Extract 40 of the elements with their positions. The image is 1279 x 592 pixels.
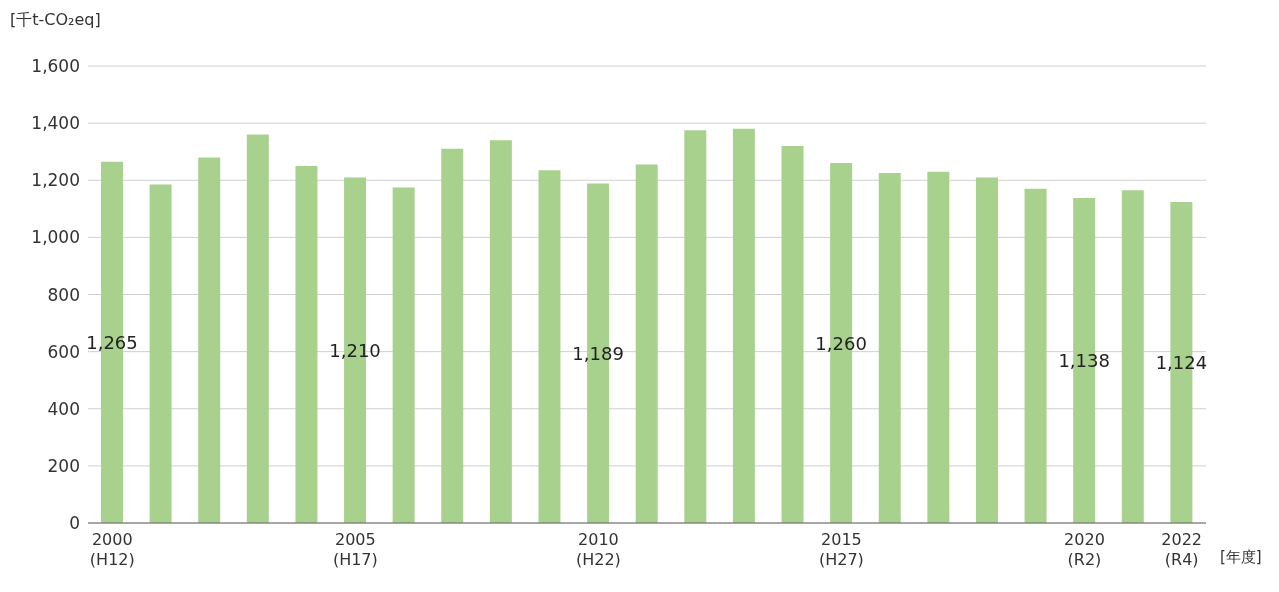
y-tick-label: 400 bbox=[47, 398, 80, 419]
bar bbox=[489, 140, 512, 523]
bar bbox=[684, 130, 707, 523]
bar bbox=[392, 187, 415, 523]
data-label: 1,260 bbox=[815, 332, 867, 354]
bar bbox=[538, 170, 561, 523]
bar bbox=[1024, 188, 1047, 523]
x-tick-label: 2022 (R4) bbox=[1161, 530, 1203, 569]
bar bbox=[198, 157, 221, 523]
bar bbox=[295, 165, 318, 523]
data-label: 1,210 bbox=[329, 339, 381, 361]
data-label: 1,265 bbox=[86, 331, 138, 353]
data-label: 1,138 bbox=[1058, 349, 1110, 371]
x-tick-label: 2005 (H17) bbox=[332, 530, 378, 569]
y-tick-label: 1,000 bbox=[31, 227, 80, 248]
y-tick-label: 200 bbox=[47, 455, 80, 476]
x-tick-label: 2010 (H22) bbox=[575, 530, 621, 569]
bar bbox=[732, 128, 755, 523]
x-tick-label: 2000 (H12) bbox=[89, 530, 135, 569]
bar bbox=[635, 164, 658, 523]
x-tick-label: 2015 (H27) bbox=[819, 530, 864, 569]
y-tick-label: 1,400 bbox=[31, 113, 80, 134]
x-axis-title: [年度] bbox=[1220, 548, 1262, 567]
bar bbox=[1121, 190, 1144, 523]
y-tick-label: 1,600 bbox=[31, 56, 80, 77]
data-label: 1,189 bbox=[572, 342, 624, 364]
bar bbox=[781, 145, 804, 523]
bar bbox=[927, 171, 950, 523]
y-axis-title: [千t-CO₂eq] bbox=[10, 10, 101, 31]
y-tick-label: 1,200 bbox=[31, 170, 80, 191]
data-label: 1,124 bbox=[1155, 351, 1208, 373]
y-tick-label: 600 bbox=[47, 341, 80, 362]
y-tick-label: 800 bbox=[47, 284, 80, 305]
y-tick-label: 0 bbox=[69, 513, 80, 534]
bar bbox=[975, 177, 998, 523]
x-tick-label: 2020 (R2) bbox=[1064, 530, 1105, 569]
bar bbox=[149, 184, 172, 523]
bar bbox=[441, 148, 464, 523]
bar bbox=[246, 134, 269, 523]
bar bbox=[878, 173, 901, 523]
